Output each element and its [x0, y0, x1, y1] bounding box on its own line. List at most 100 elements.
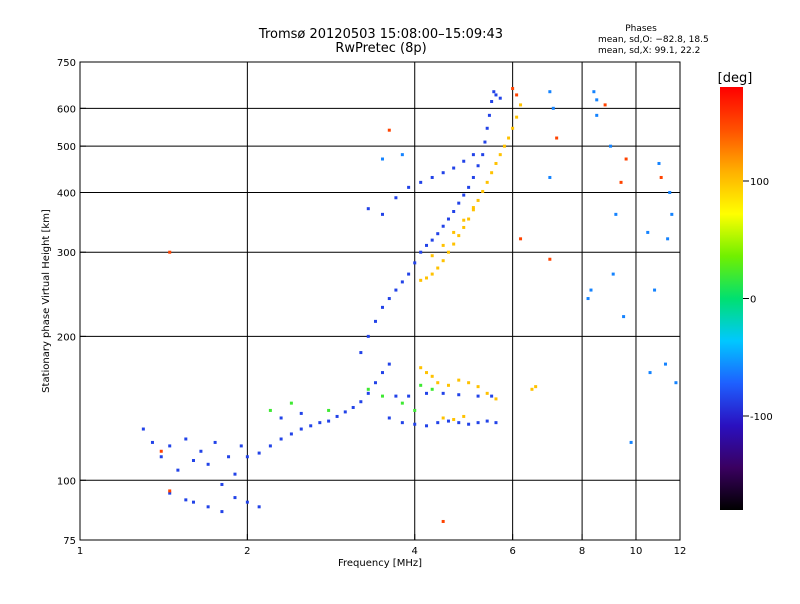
data-point [387, 128, 391, 132]
data-point [441, 259, 445, 263]
data-point [400, 401, 404, 405]
data-points [141, 87, 678, 523]
data-point [603, 103, 607, 107]
data-point [457, 421, 461, 425]
data-point [413, 408, 417, 412]
data-point [490, 171, 494, 175]
x-axis-label: Frequency [MHz] [338, 558, 422, 569]
data-point [548, 257, 552, 261]
data-point [592, 90, 596, 94]
data-point [467, 217, 471, 221]
data-point [476, 421, 480, 425]
data-point [467, 381, 471, 385]
y-axis-ticks: 75 100 200 300 400 500 600 750 [57, 58, 86, 547]
data-point [279, 437, 283, 441]
y-tick-label: 200 [57, 332, 76, 343]
data-point [498, 96, 502, 100]
data-point [490, 394, 494, 398]
data-point [519, 103, 523, 107]
data-point [670, 212, 674, 216]
data-point [534, 385, 538, 389]
data-point [168, 491, 172, 495]
data-point [609, 144, 613, 148]
data-point [674, 381, 678, 385]
data-point [471, 208, 475, 212]
x-tick-label: 1 [77, 546, 83, 557]
data-point [425, 424, 429, 428]
data-point [245, 500, 249, 504]
data-point [452, 210, 456, 214]
data-point [441, 171, 445, 175]
y-tick-label: 300 [57, 248, 76, 259]
data-point [309, 424, 313, 428]
data-point [184, 498, 188, 502]
data-point [394, 196, 398, 200]
phases-mean-o: mean, sd,O: −82.8, 18.5 [598, 35, 709, 45]
data-point [257, 505, 261, 509]
x-axis-ticks: 1 2 4 6 8 10 12 [77, 534, 687, 557]
x-tick-label: 12 [674, 546, 687, 557]
data-point [168, 489, 172, 493]
data-point [622, 315, 626, 319]
data-point [150, 440, 154, 444]
data-point [485, 126, 489, 130]
data-point [387, 362, 391, 366]
data-point [268, 444, 272, 448]
data-point [492, 90, 496, 94]
data-point [168, 444, 172, 448]
data-point [511, 87, 515, 91]
data-point [220, 482, 224, 486]
data-point [457, 234, 461, 238]
data-point [366, 207, 370, 211]
data-point [490, 100, 494, 104]
colorbar-gradient [720, 87, 743, 510]
data-point [471, 206, 475, 210]
data-point [485, 180, 489, 184]
data-point [380, 305, 384, 309]
data-point [436, 266, 440, 270]
data-point [400, 280, 404, 284]
data-point [441, 224, 445, 228]
data-point [213, 440, 217, 444]
y-tick-label: 500 [57, 142, 76, 153]
data-point [498, 153, 502, 157]
data-point [419, 383, 423, 387]
y-tick-label: 750 [57, 58, 76, 69]
data-point [430, 175, 434, 179]
data-point [595, 98, 599, 102]
y-axis-label: Stationary phase Virtual Height [km] [41, 209, 52, 393]
x-tick-label: 2 [244, 546, 250, 557]
data-point [485, 419, 489, 423]
data-point [467, 422, 471, 426]
data-point [299, 411, 303, 415]
data-point [184, 437, 188, 441]
y-tick-label: 75 [63, 536, 76, 547]
data-point [548, 175, 552, 179]
data-point [452, 242, 456, 246]
chart-title: Tromsø 20120503 15:08:00–15:09:43 [258, 27, 503, 42]
data-point [481, 153, 485, 157]
data-point [666, 237, 670, 241]
data-point [446, 419, 450, 423]
data-point [476, 385, 480, 389]
data-point [441, 416, 445, 420]
data-point [659, 175, 663, 179]
data-point [668, 190, 672, 194]
x-tick-label: 10 [630, 546, 643, 557]
x-tick-label: 8 [579, 546, 585, 557]
data-point [441, 243, 445, 247]
data-point [239, 444, 243, 448]
data-point [425, 371, 429, 375]
data-point [619, 180, 623, 184]
data-point [268, 408, 272, 412]
y-tick-label: 100 [57, 476, 76, 487]
data-point [519, 237, 523, 241]
data-point [507, 136, 511, 140]
data-point [159, 455, 163, 459]
data-point [289, 401, 293, 405]
data-point [483, 140, 487, 144]
data-point [343, 410, 347, 414]
data-point [366, 387, 370, 391]
data-point [430, 374, 434, 378]
data-point [380, 212, 384, 216]
